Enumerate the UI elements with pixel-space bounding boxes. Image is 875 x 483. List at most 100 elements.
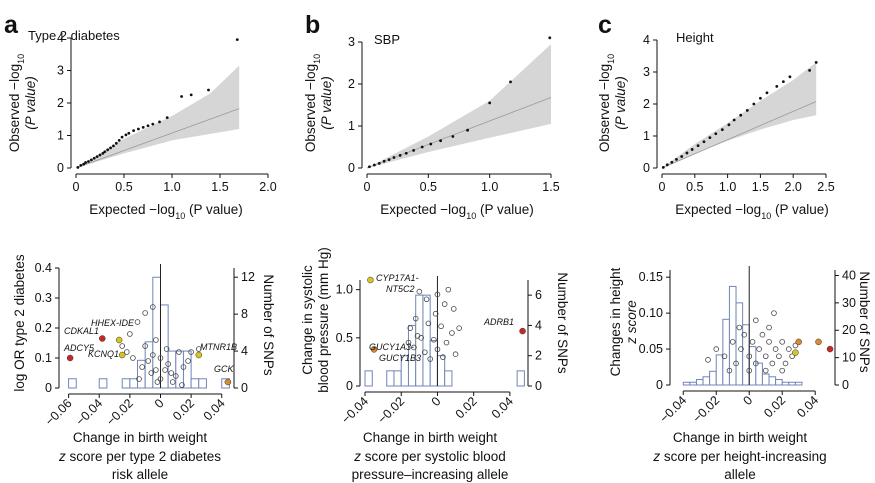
a-top-point	[151, 122, 155, 126]
c-bottom-point	[741, 331, 748, 338]
c-bottom-highlight-point	[826, 345, 834, 353]
c-top-point	[752, 102, 756, 106]
b-bottom-hist-bar	[364, 370, 373, 387]
b-top-y-tick-label: 0	[348, 161, 355, 175]
c-bottom-point	[756, 346, 762, 352]
a-bottom-highlight-point	[115, 336, 123, 344]
a-bottom-y2label: Number of SNPs	[261, 274, 276, 376]
c-top-point	[675, 157, 678, 161]
a-bottom-x-tick-label: −0.04	[73, 396, 105, 428]
c-bottom-point	[776, 353, 782, 360]
gene-label: ADRB1	[483, 317, 514, 327]
b-bottom-hist-bar	[436, 355, 446, 387]
c-bottom-hist-bar	[722, 318, 730, 386]
b-bottom-x-tick-label: 0	[429, 394, 444, 409]
a-bottom-y-tick-label: 0.4	[35, 261, 52, 275]
b-bottom-y2label: Number of SNPs	[555, 272, 570, 374]
c-bottom-point	[792, 342, 799, 349]
b-bottom-highlight-point	[367, 276, 374, 284]
a-top-point	[92, 156, 96, 160]
c-top-point	[814, 61, 818, 64]
b-bottom-point	[440, 354, 446, 360]
a-bottom-point	[136, 376, 142, 382]
a-bottom-y2-tick-label: 8	[241, 307, 248, 321]
c-bottom-point	[746, 353, 753, 360]
a-top-point	[112, 144, 115, 148]
a-top-point	[106, 148, 110, 152]
a-top-point	[103, 150, 107, 154]
panel-letter-c: c	[598, 11, 612, 39]
b-bottom-point	[450, 306, 457, 312]
panel-letter-b: b	[305, 11, 320, 39]
a-bottom-point	[139, 364, 145, 370]
c-bottom-hist-bar	[695, 379, 704, 386]
a-bottom-y-tick-label: 0.3	[35, 291, 52, 305]
a-top-plot: 0 1 2 3 4 0 0.5 1.0 1.5 2.0	[57, 31, 277, 194]
c-bottom-hist-bar	[761, 373, 770, 386]
b-top-point	[412, 148, 416, 152]
a-bottom-y2-tick-label: 0	[241, 381, 248, 395]
a-top-x-tick-label: 1.0	[163, 180, 180, 194]
a-top-point	[132, 129, 136, 133]
c-top-y-tick-label: 0	[643, 161, 650, 175]
c-bottom-hist-bar	[682, 381, 691, 386]
a-bottom-point	[180, 364, 187, 370]
b-top-point	[420, 145, 424, 149]
a-bottom-point	[153, 337, 159, 343]
a-top-point	[84, 161, 87, 164]
a-top-point	[124, 133, 128, 137]
b-bottom-y2-tick-label: 4	[535, 318, 542, 332]
a-top-x-tick-label: 0	[73, 180, 80, 194]
b-bottom-point	[432, 310, 439, 317]
c-top-x-tick-label: 1.5	[752, 180, 769, 194]
b-top-point	[368, 165, 371, 169]
c-bottom-plot: 0 10 20 30 40 0 0.05 0.10 0.15 −0.04 −0.02 0 0.02 0.0…	[639, 266, 856, 425]
a-bottom-point	[148, 370, 155, 376]
c-bottom-point	[713, 346, 720, 352]
a-bottom-point	[153, 367, 159, 373]
b-top-y-tick-label: 3	[348, 35, 355, 49]
b-bottom-x-tick-label: −0.02	[375, 394, 407, 426]
b-top-x-tick-label: 0.5	[420, 180, 437, 194]
a-top-point	[98, 153, 102, 157]
a-top-x-tick-label: 0.5	[115, 180, 132, 194]
a-bottom-hist-bar	[198, 378, 207, 389]
c-top-x-tick-label: 1.0	[719, 180, 736, 194]
a-bottom-hist-bar	[144, 341, 154, 389]
c-top-point	[808, 69, 811, 72]
panel-title-b: SBP	[374, 32, 400, 47]
c-bottom-point	[733, 360, 739, 367]
c-top-x-tick-label: 2.5	[817, 180, 834, 194]
a-bottom-y-tick-label: 0.1	[35, 351, 52, 365]
b-bottom-point	[452, 351, 459, 358]
a-bottom-point	[127, 331, 133, 337]
b-bottom-highlight-point	[370, 346, 378, 353]
a-bottom-point	[162, 367, 168, 373]
a-bottom-y-tick-label: 0	[45, 381, 52, 395]
c-top-point	[745, 109, 749, 112]
b-bottom-hist-bar	[422, 294, 431, 387]
svg-text:(P value): (P value)	[319, 76, 334, 130]
c-bottom-point	[705, 357, 711, 363]
a-bottom-point	[157, 376, 164, 382]
gene-label: GUCY1B3	[379, 353, 421, 363]
b-bottom-point	[443, 339, 450, 346]
b-bottom-hist-bar	[444, 370, 453, 387]
a-bottom-hist-bar	[121, 378, 131, 389]
c-bottom-point	[746, 367, 753, 374]
b-top-x-tick-label: 1.0	[481, 180, 498, 194]
b-top-point	[387, 158, 391, 162]
a-top-point	[95, 155, 99, 159]
c-bottom-highlight-point	[792, 349, 799, 356]
b-top-point	[466, 128, 469, 132]
a-top-point	[109, 146, 112, 150]
b-top-y-tick-label: 1	[348, 119, 355, 133]
a-bottom-xlabel: Change in birth weight z score per type …	[58, 430, 221, 482]
a-bottom-point	[176, 349, 182, 355]
c-bottom-hist-bar	[709, 370, 717, 386]
a-top-point	[76, 165, 80, 169]
c-bottom-point	[772, 346, 779, 352]
a-top-point	[79, 164, 83, 167]
c-bottom-y2-tick-label: 40	[842, 268, 856, 282]
a-bottom-ylabel: log OR type 2 diabetes	[12, 254, 27, 392]
